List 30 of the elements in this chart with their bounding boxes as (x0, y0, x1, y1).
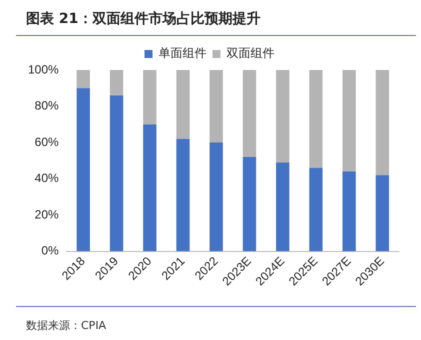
y-tick-label: 60% (34, 134, 60, 149)
bar (309, 70, 323, 168)
y-tick-label: 20% (34, 207, 60, 222)
legend-label: 单面组件 (158, 46, 206, 60)
y-tick-label: 40% (34, 171, 60, 186)
y-tick-label: 0% (41, 244, 60, 258)
bar (342, 172, 356, 252)
bar (143, 124, 156, 252)
bar (376, 175, 390, 252)
bar (176, 70, 190, 139)
bar (276, 162, 290, 252)
legend-label: 双面组件 (226, 46, 274, 60)
bar (242, 70, 256, 158)
bar (176, 138, 190, 252)
y-tick-label: 100% (28, 62, 60, 76)
bar (309, 168, 323, 252)
bar (342, 70, 356, 172)
bar (210, 142, 223, 252)
y-tick-label: 80% (34, 98, 60, 113)
bar (242, 157, 256, 252)
bar (376, 70, 390, 176)
bar (110, 70, 124, 96)
bar (210, 70, 223, 143)
bar (276, 70, 290, 162)
chart-title: 图表 21：双面组件市场占比预期提升 (26, 10, 260, 28)
source-note: 数据来源：CPIA (26, 318, 106, 333)
bar (76, 88, 90, 252)
bar (143, 70, 156, 124)
bar (110, 95, 124, 252)
bar (76, 70, 90, 88)
